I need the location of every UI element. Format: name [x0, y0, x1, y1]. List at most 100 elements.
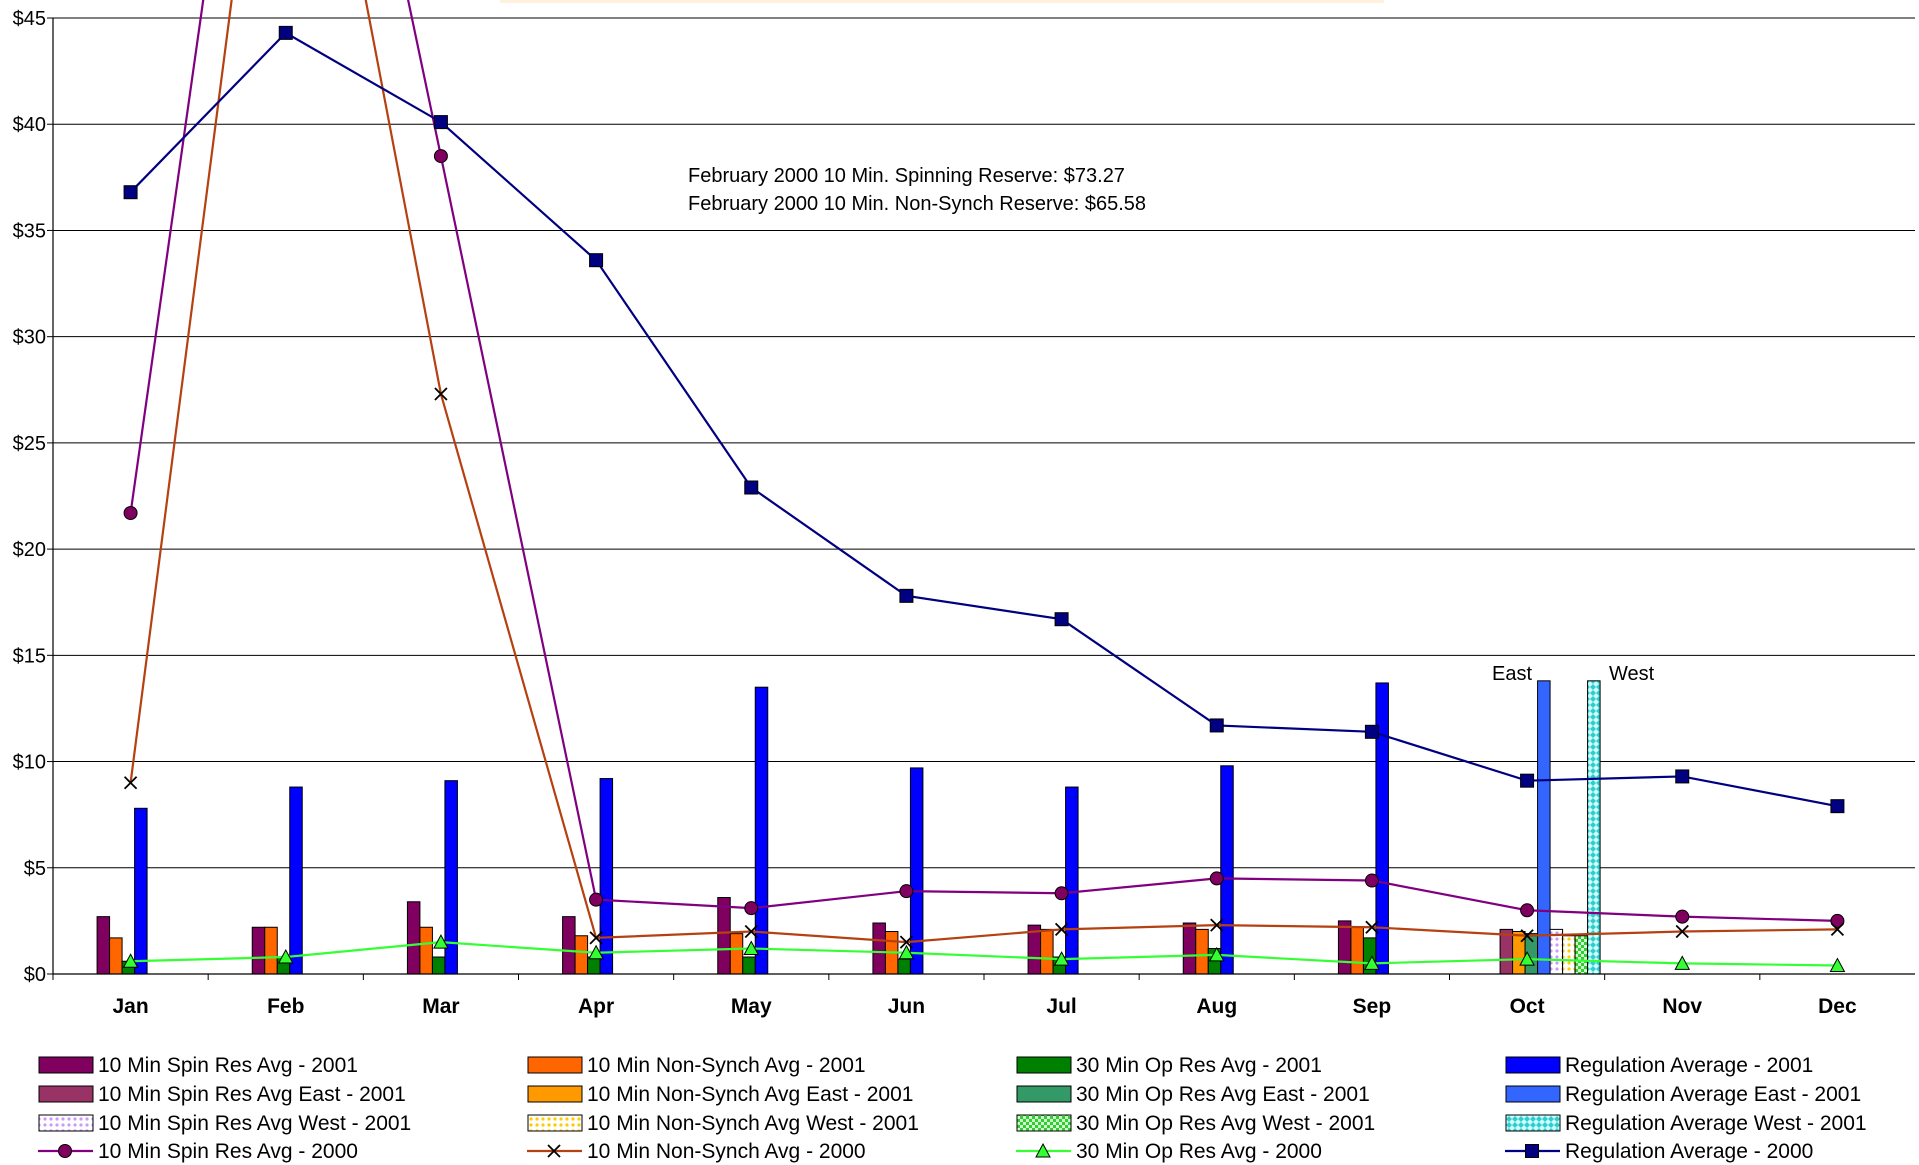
y-tick-label: $40	[13, 114, 46, 136]
west-label: West	[1609, 663, 1655, 685]
bar-regulation-average-2001-aug	[1220, 765, 1234, 975]
line-regulation-average-2000	[129, 31, 1838, 808]
x-tick-label: May	[731, 995, 772, 1018]
bar-10-min-non-synch-avg-2001-aug	[1195, 928, 1209, 975]
bar-10-min-non-synch-avg-2001-jan	[109, 937, 123, 975]
annotation-spinning-reserve: February 2000 10 Min. Spinning Reserve: …	[688, 165, 1125, 187]
point-regulation-average-2000-nov	[1675, 769, 1690, 784]
point-30-min-op-res-avg-2000-jun	[898, 944, 915, 960]
point-10-min-non-synch-avg-2000-jul	[1054, 922, 1069, 937]
point-10-min-non-synch-avg-2000-oct	[1520, 929, 1534, 943]
x-tick-label: Apr	[578, 995, 614, 1018]
bar-10-min-spin-res-avg-2001-jun	[872, 922, 886, 975]
y-tick-label: $0	[24, 964, 46, 986]
bar-30-min-op-res-avg-2001-jun	[897, 958, 911, 975]
legend-label: Regulation Average West - 2001	[1565, 1112, 1867, 1135]
legend-swatch-10-min-spin-res-avg-east-2001	[38, 1085, 94, 1103]
x-tick-label: Jun	[888, 995, 925, 1018]
bar-30-min-op-res-avg-west-2001-oct	[1574, 935, 1589, 975]
legend-label: 30 Min Op Res Avg West - 2001	[1076, 1112, 1375, 1135]
legend-label: 10 Min Non-Synch Avg West - 2001	[587, 1112, 919, 1135]
legend-marker-regulation-average-2000	[1525, 1144, 1539, 1158]
bar-30-min-op-res-avg-2001-mar	[431, 956, 446, 975]
bar-30-min-op-res-avg-2001-apr	[587, 956, 601, 975]
point-regulation-average-2000-oct	[1520, 773, 1535, 788]
bar-10-min-spin-res-avg-2001-feb	[251, 926, 266, 975]
point-regulation-average-2000-sep	[1364, 724, 1379, 739]
point-regulation-average-2000-aug	[1209, 718, 1224, 733]
bar-10-min-non-synch-avg-2001-jul	[1040, 928, 1054, 975]
point-10-min-non-synch-avg-2000-jun	[899, 935, 914, 949]
bar-10-min-non-synch-avg-2001-feb	[264, 926, 278, 975]
point-10-min-spin-res-avg-2000-jul	[1054, 886, 1069, 901]
bar-10-min-spin-res-avg-2001-mar	[406, 901, 421, 975]
legend-swatch-10-min-spin-res-avg-2001	[38, 1056, 94, 1074]
legend-marker-30-min-op-res-avg-2000	[1035, 1142, 1051, 1158]
point-10-min-non-synch-avg-2000-mar	[434, 387, 448, 401]
x-tick-label: Feb	[267, 995, 304, 1018]
point-10-min-non-synch-avg-2000-aug	[1210, 918, 1224, 932]
y-tick-label: $20	[13, 539, 46, 561]
point-10-min-non-synch-avg-2000-nov	[1675, 924, 1689, 939]
y-axis-ticks: $0 $5 $10 $15 $20 $25 $30 $35 $40 $45	[13, 8, 53, 986]
point-regulation-average-2000-feb	[278, 25, 293, 40]
point-30-min-op-res-avg-2000-jan	[122, 953, 139, 968]
x-axis-ticks: Jan Feb Mar Apr May Jun Jul Aug Sep Oct Nov Dec	[52, 974, 1857, 1018]
point-regulation-average-2000-may	[744, 480, 759, 495]
point-30-min-op-res-avg-2000-apr	[588, 944, 604, 960]
legend-swatch-10-min-non-synch-avg-2001	[527, 1056, 583, 1074]
bar-regulation-average-2001-jan	[134, 807, 148, 975]
point-regulation-average-2000-mar	[433, 115, 448, 130]
point-10-min-spin-res-avg-2000-aug	[1209, 871, 1224, 886]
x-tick-label: Jul	[1046, 995, 1076, 1018]
point-10-min-non-synch-avg-2000-sep	[1365, 920, 1379, 934]
point-regulation-average-2000-apr	[589, 253, 604, 268]
point-regulation-average-2000-jun	[899, 588, 914, 603]
point-10-min-non-synch-avg-2000-may	[744, 924, 758, 939]
line-30-min-op-res-avg-2000	[130, 941, 1838, 967]
legend-label: Regulation Average - 2000	[1565, 1140, 1813, 1163]
bar-regulation-average-2001-apr	[599, 778, 614, 975]
point-10-min-spin-res-avg-2000-sep	[1364, 873, 1379, 888]
bar-10-min-non-synch-avg-2001-apr	[574, 935, 589, 975]
point-10-min-spin-res-avg-2000-apr	[589, 892, 604, 907]
east-label: East	[1492, 663, 1532, 685]
legend: 10 Min Spin Res Avg - 2001 10 Min Non-Syn…	[38, 1054, 1867, 1163]
point-10-min-spin-res-avg-2000-dec	[1830, 913, 1845, 928]
bar-regulation-average-west-2001-oct	[1587, 680, 1601, 975]
line-10-min-spin-res-avg-2000	[129, 0, 1838, 922]
bar-30-min-op-res-avg-2001-may	[742, 956, 756, 975]
bar-regulation-average-2001-feb	[289, 786, 303, 975]
legend-swatch-10-min-spin-res-avg-west-2001	[38, 1114, 94, 1132]
point-30-min-op-res-avg-2000-oct	[1519, 951, 1535, 966]
bar-10-min-non-synch-avg-2001-mar	[419, 926, 433, 975]
annotation-background	[500, 0, 1384, 3]
line-10-min-non-synch-avg-2000	[129, 0, 1838, 944]
point-regulation-average-2000-jan	[123, 185, 138, 200]
legend-label: 30 Min Op Res Avg East - 2001	[1076, 1083, 1370, 1106]
legend-label: 10 Min Spin Res Avg West - 2001	[98, 1112, 411, 1135]
legend-label: 10 Min Non-Synch Avg East - 2001	[587, 1083, 913, 1106]
point-regulation-average-2000-jul	[1054, 612, 1069, 627]
bar-regulation-average-east-2001-oct	[1537, 680, 1551, 975]
legend-label: 10 Min Spin Res Avg - 2000	[98, 1140, 358, 1163]
y-tick-label: $35	[13, 220, 46, 242]
legend-swatch-regulation-average-2001	[1505, 1056, 1561, 1074]
point-30-min-op-res-avg-2000-mar	[433, 934, 449, 949]
legend-swatch-regulation-average-east-2001	[1505, 1085, 1561, 1103]
legend-label: 10 Min Spin Res Avg - 2001	[98, 1054, 358, 1077]
bar-regulation-average-2001-jun	[909, 767, 924, 975]
y-tick-label: $15	[13, 645, 46, 667]
bar-10-min-non-synch-avg-east-2001-oct	[1512, 931, 1526, 975]
x-tick-label: Oct	[1510, 995, 1545, 1018]
point-30-min-op-res-avg-2000-sep	[1364, 955, 1380, 970]
y-tick-label: $25	[13, 433, 46, 455]
axes	[52, 18, 1915, 975]
point-10-min-spin-res-avg-2000-jun	[899, 884, 914, 899]
legend-swatch-10-min-non-synch-avg-east-2001	[527, 1085, 583, 1103]
bar-10-min-non-synch-avg-2001-may	[729, 933, 744, 975]
point-10-min-spin-res-avg-2000-oct	[1520, 903, 1535, 918]
x-tick-label: Sep	[1353, 995, 1392, 1018]
legend-swatch-30-min-op-res-avg-west-2001	[1016, 1114, 1072, 1132]
point-10-min-non-synch-avg-2000-dec	[1830, 922, 1845, 937]
